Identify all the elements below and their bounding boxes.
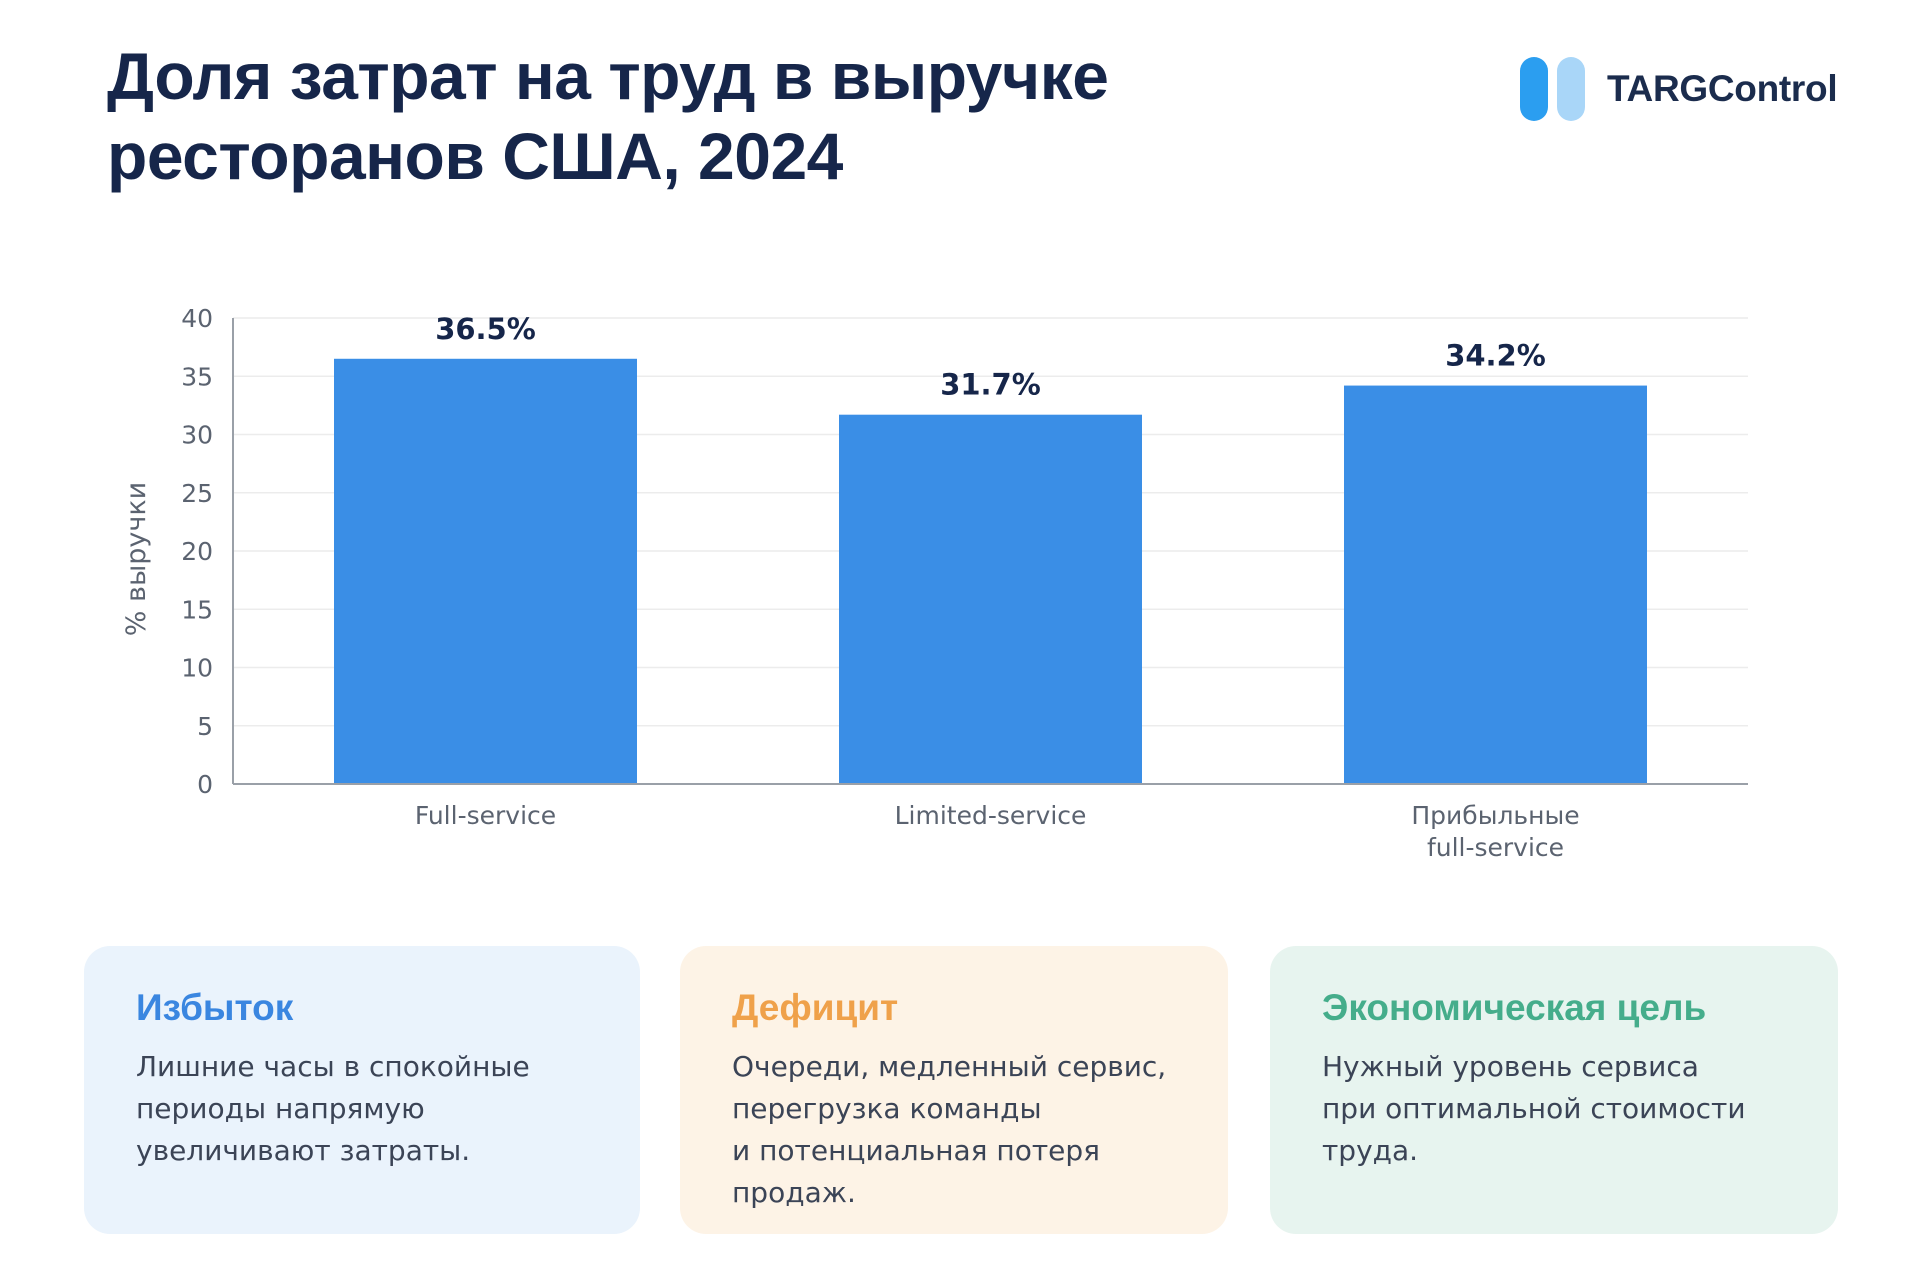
brand-logo: TARGControl [1520,56,1838,122]
card-text-goal: Нужный уровень сервиса при оптимальной с… [1322,1050,1746,1167]
bar-chart: 0 5 10 15 20 25 30 35 40 % выручки 36.5% Full-servi… [121,304,1748,862]
card-title-deficit: Дефицит [732,987,899,1028]
y-tick-label: 25 [181,479,213,508]
card-goal: Экономическая цель Нужный уровень сервис… [1270,946,1838,1234]
x-tick-label: Limited-service [895,801,1087,830]
bar [334,358,637,784]
bar [839,414,1142,784]
title-line-1: Доля затрат на труд в выручке [107,39,1109,113]
card-text-surplus: Лишние часы в спокойные периоды напрямую… [136,1050,530,1167]
title-line-2: ресторанов США, 2024 [107,119,843,193]
card-title-goal: Экономическая цель [1322,987,1707,1028]
y-tick-label: 35 [181,362,213,391]
y-tick-label: 40 [181,304,213,333]
y-tick-label: 15 [181,595,213,624]
card-surplus: Избыток Лишние часы в спокойные периоды … [84,946,640,1234]
logo-bar-icon [1520,57,1548,121]
x-tick-label: Прибыльные full-service [1411,801,1579,862]
bars [334,358,1647,784]
bar-value-label: 31.7% [940,368,1041,402]
logo-mark-icon [1520,57,1585,121]
page-title: Доля затрат на труд в выручке ресторанов… [107,36,1287,196]
y-tick-label: 0 [197,770,213,799]
chart-labels: 0 5 10 15 20 25 30 35 40 % выручки 36.5% Full-servi… [121,304,1580,862]
axes [232,318,1748,785]
bar-value-label: 34.2% [1445,339,1546,373]
card-deficit: Дефицит Очереди, медленный сервис, перег… [680,946,1228,1234]
bar [1344,385,1647,784]
card-text-deficit: Очереди, медленный сервис, перегрузка ко… [732,1050,1167,1209]
logo-bar-icon [1557,57,1585,121]
y-axis-label: % выручки [121,482,152,636]
y-tick-label: 20 [181,537,213,566]
bar-value-label: 36.5% [435,312,536,346]
x-tick-label: Full-service [415,801,556,830]
y-tick-label: 10 [181,654,213,683]
y-tick-label: 5 [197,712,213,741]
logo-text: TARGControl [1607,68,1838,109]
y-tick-label: 30 [181,421,213,450]
card-title-surplus: Избыток [136,987,294,1028]
